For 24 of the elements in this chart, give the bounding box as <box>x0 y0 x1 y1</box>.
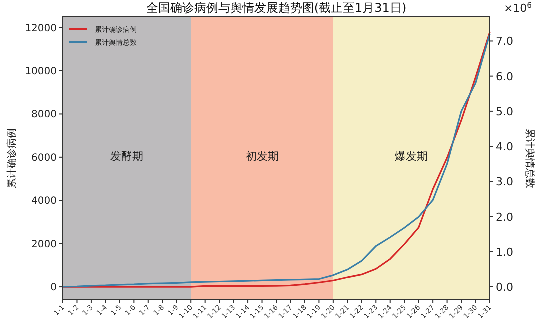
chart-title: 全国确诊病例与舆情发展趋势图(截止至1月31日) <box>146 1 407 15</box>
y-tick-label: 6000 <box>32 152 57 164</box>
band-label: 发酵期 <box>110 150 144 163</box>
y-tick-label: 10000 <box>25 66 57 78</box>
y2-tick-label: 1.0 <box>496 246 514 259</box>
y2-tick-label: 3.0 <box>496 176 514 189</box>
y2-tick-label: 7.0 <box>496 35 514 48</box>
band: 爆发期 <box>333 17 490 300</box>
y-axis-title: 累计确诊病例 <box>6 128 18 188</box>
y2-tick-label: 4.0 <box>496 140 514 154</box>
y-tick-label: 8000 <box>32 110 57 121</box>
y2-axis-title: 累计舆情总数 <box>524 128 536 188</box>
y-tick-label: 2000 <box>32 239 57 250</box>
band-label: 初发期 <box>246 150 279 163</box>
y-tick-label: 4000 <box>32 196 57 208</box>
y2-tick-label: 6.0 <box>496 70 514 84</box>
y-tick-label: 12000 <box>25 23 57 34</box>
y2-tick-label: 0.0 <box>496 281 514 294</box>
text: ×10$^{6}$ <box>504 0 532 15</box>
band-label: 爆发期 <box>395 150 428 163</box>
y2-tick-label: 2.0 <box>496 210 514 224</box>
band: 初发期 <box>191 17 334 300</box>
y-tick-label: 0 <box>50 282 57 294</box>
y2-tick-label: 5.0 <box>496 105 514 118</box>
